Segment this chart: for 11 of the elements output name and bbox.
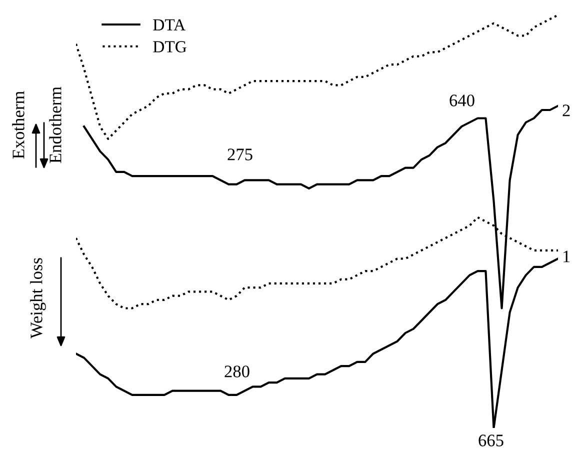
legend-label: DTG	[153, 41, 186, 52]
text: 665	[478, 434, 504, 446]
text: 1	[564, 250, 570, 262]
legend-label: DTA	[153, 19, 186, 30]
annotation: 640	[450, 94, 474, 106]
annotation: 280	[224, 366, 250, 378]
text: Weight loss	[30, 258, 46, 339]
text: 2	[562, 104, 570, 116]
text: Exotherm	[12, 91, 24, 159]
text: Endotherm	[49, 86, 62, 164]
annotation: 275	[228, 148, 252, 160]
